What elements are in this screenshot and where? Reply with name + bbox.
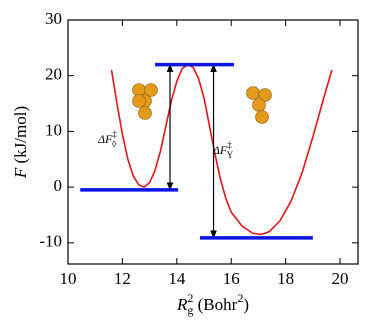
x-tick-label: 16 [223,269,240,288]
x-tick-label: 12 [114,269,131,288]
annotation-sub: ◊ [112,139,117,149]
x-axis-label-part: 2 [187,291,193,305]
annotation-main: ΔF [97,132,113,146]
x-axis-label: Rg2 (Bohr2) [176,291,249,317]
cluster-diamond [132,83,158,120]
x-axis-label-part: (Bohr [193,295,237,314]
x-tick-label: 14 [168,269,186,288]
y-tick-label: -10 [39,232,62,251]
y-axis-label: F (kJ/mol) [11,106,30,179]
x-tick-label: 18 [277,269,294,288]
y-tick-label: 10 [45,120,62,139]
x-tick-label: 10 [60,269,77,288]
x-axis-label-part: R [176,295,188,314]
curve [110,63,333,236]
cluster-y [246,86,272,124]
annotation-sup: ‡ [227,140,232,150]
annotation-main: ΔF [212,143,228,157]
x-axis-label-part: 2 [237,291,243,305]
annotation-sub: Y [227,150,234,160]
x-axis-label-part: g [187,303,193,317]
y-tick-label: 30 [45,9,62,28]
annotation: ΔF‡ ◊ [97,129,117,149]
y-axis-label-part: (kJ/mol) [11,106,30,168]
annotation: ΔF‡ Y [212,140,234,160]
x-tick-label: 20 [332,269,349,288]
y-tick-label: 20 [45,65,62,84]
x-axis-label-part: ) [243,295,249,314]
y-axis-label-part: F [11,167,30,179]
y-tick-label: 0 [54,176,63,195]
annotation-sup: ‡ [112,129,117,139]
plot-frame [67,19,359,265]
